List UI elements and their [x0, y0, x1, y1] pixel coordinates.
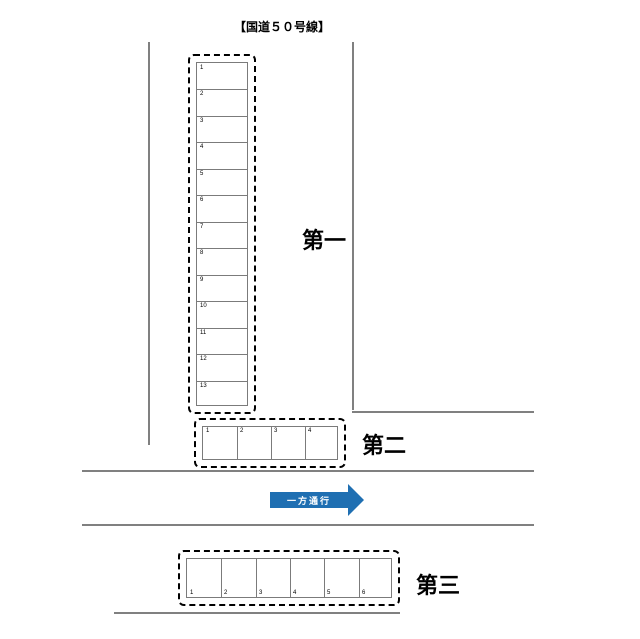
cell-number: 6	[362, 590, 365, 596]
cell-number: 4	[308, 428, 311, 434]
cell-number: 4	[200, 144, 203, 150]
section-label: 第三	[416, 568, 460, 600]
grid-line	[197, 354, 247, 355]
cell-number: 2	[240, 428, 243, 434]
grid-line	[197, 248, 247, 249]
section-label: 第二	[362, 428, 406, 460]
road-line	[114, 612, 400, 614]
cell-number: 1	[200, 65, 203, 71]
cell-number: 8	[200, 250, 203, 256]
cell-number: 10	[200, 303, 207, 309]
grid-line	[359, 559, 360, 597]
grid-line	[197, 195, 247, 196]
cell-number: 3	[200, 118, 203, 124]
cell-number: 1	[190, 590, 193, 596]
grid-line	[197, 301, 247, 302]
page-title: 【国道５０号線】	[234, 18, 330, 35]
grid-line	[324, 559, 325, 597]
cell-number: 3	[274, 428, 277, 434]
cell-number: 5	[200, 171, 203, 177]
cell-number: 7	[200, 224, 203, 230]
grid-line	[197, 142, 247, 143]
grid-line	[197, 116, 247, 117]
grid-line	[290, 559, 291, 597]
parking-block-b2: 1 2 3 4	[194, 418, 346, 468]
grid-line	[197, 381, 247, 382]
arrow-head-icon	[348, 484, 364, 516]
cell-number: 9	[200, 277, 203, 283]
cell-number: 12	[200, 356, 207, 362]
cell-number: 4	[293, 590, 296, 596]
grid-line	[197, 328, 247, 329]
road-line	[352, 411, 534, 413]
cell-number: 5	[327, 590, 330, 596]
cell-number: 1	[206, 428, 209, 434]
parking-inner-b1: 12345678910111213	[196, 62, 248, 406]
cell-number: 13	[200, 383, 207, 389]
diagram-stage: 【国道５０号線】第一第二第三12345678910111213123412345…	[0, 0, 640, 639]
road-line	[352, 42, 354, 410]
cell-number: 11	[200, 330, 206, 336]
grid-line	[197, 89, 247, 90]
grid-line	[197, 169, 247, 170]
parking-block-b3: 1 2 3 4 5 6	[178, 550, 400, 606]
one-way-label: 一方通行	[270, 494, 348, 507]
grid-line	[197, 275, 247, 276]
parking-inner-b2: 1 2 3 4	[202, 426, 338, 460]
section-label: 第一	[302, 223, 346, 255]
grid-line	[256, 559, 257, 597]
grid-line	[237, 427, 238, 459]
grid-line	[271, 427, 272, 459]
cell-number: 6	[200, 197, 203, 203]
grid-line	[305, 427, 306, 459]
cell-number: 2	[200, 91, 203, 97]
parking-inner-b3: 1 2 3 4 5 6	[186, 558, 392, 598]
road-line	[148, 42, 150, 445]
road-line	[82, 470, 534, 472]
grid-line	[221, 559, 222, 597]
road-line	[82, 524, 534, 526]
grid-line	[197, 222, 247, 223]
cell-number: 2	[224, 590, 227, 596]
parking-block-b1: 12345678910111213	[188, 54, 256, 414]
cell-number: 3	[259, 590, 262, 596]
